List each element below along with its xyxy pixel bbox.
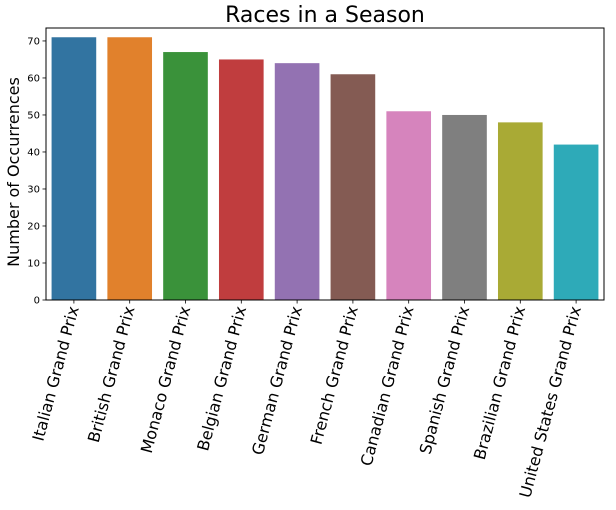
x-tick-label: British Grand Prix [84, 304, 139, 444]
bar-2 [107, 37, 153, 300]
chart-title: Races in a Season [225, 3, 425, 28]
x-tick-label: Monaco Grand Prix [137, 304, 194, 455]
bar-4 [218, 59, 264, 301]
x-tick-label: Brazilian Grand Prix [470, 304, 529, 462]
bar-3 [163, 52, 208, 301]
y-axis-ticks: 0 10 20 30 40 50 60 70 [27, 36, 46, 307]
x-tick-label: Canadian Grand Prix [357, 304, 418, 468]
plot-frame [45, 27, 605, 301]
bar-5 [274, 63, 320, 300]
y-tick-label: 70 [27, 36, 40, 47]
y-tick-label: 60 [27, 73, 40, 84]
bar-9 [497, 122, 543, 301]
x-tick-label: French Grand Prix [307, 304, 362, 446]
x-tick-label: German Grand Prix [248, 304, 306, 457]
y-tick-label: 30 [27, 184, 40, 195]
x-axis-ticks: Italian Grand Prix British Grand PrixMona… [28, 300, 585, 500]
y-tick-label: 20 [27, 221, 40, 232]
y-tick-label: 10 [27, 258, 40, 269]
y-tick-label: 50 [27, 110, 40, 121]
x-tick-label: United States Grand Prix [516, 304, 585, 500]
x-tick-label: Italian Grand Prix [28, 304, 82, 443]
x-tick-label: Spanish Grand Prix [416, 304, 474, 456]
x-tick-label: Belgian Grand Prix [193, 304, 250, 453]
y-tick-label: 0 [34, 296, 40, 307]
y-tick-label: 40 [27, 147, 40, 158]
bar-10 [553, 144, 599, 300]
bars [51, 37, 599, 301]
bar-6 [330, 74, 376, 300]
bar-1 [51, 37, 97, 300]
bar-7 [386, 111, 432, 300]
bar-8 [442, 114, 487, 300]
y-axis-label: Number of Occurrences [4, 77, 23, 267]
